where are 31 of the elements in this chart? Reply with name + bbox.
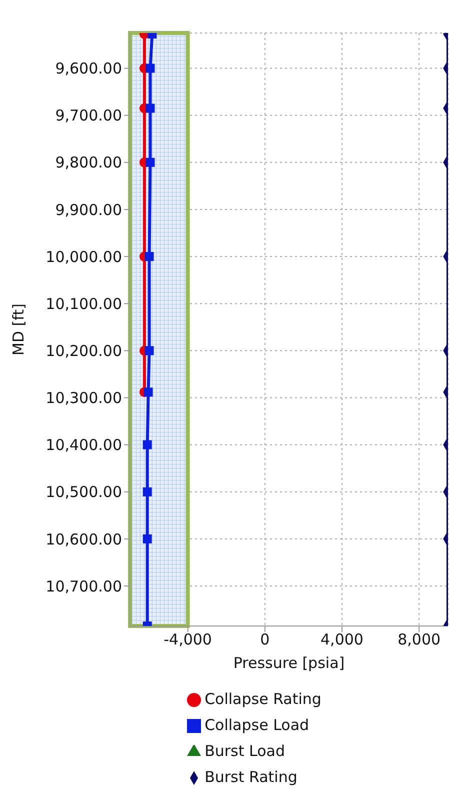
point bbox=[142, 534, 152, 544]
x-tick-label: 4,000 bbox=[320, 630, 364, 649]
point bbox=[142, 487, 152, 496]
y-axis-title: MD [ft] bbox=[9, 304, 28, 356]
x-tick-label: -4,000 bbox=[164, 630, 212, 649]
y-tick-label: 9,800.00 bbox=[55, 154, 122, 172]
y-tick-label: 10,100.00 bbox=[46, 294, 122, 313]
y-tick-label: 9,600.00 bbox=[55, 60, 122, 78]
y-tick-label: 10,200.00 bbox=[46, 342, 122, 360]
x-axis-title: Pressure [psia] bbox=[233, 654, 345, 672]
y-tick-label: 9,700.00 bbox=[55, 106, 122, 125]
legend-label: Collapse Rating bbox=[204, 690, 322, 708]
y-tick-label: 10,400.00 bbox=[46, 436, 122, 454]
y-tick-label: 10,700.00 bbox=[46, 577, 122, 596]
legend-label: Collapse Load bbox=[204, 716, 310, 734]
point bbox=[144, 346, 154, 356]
point bbox=[146, 158, 155, 167]
point bbox=[146, 104, 155, 113]
y-tick-label: 10,600.00 bbox=[46, 530, 122, 548]
y-tick-label: 10,500.00 bbox=[46, 483, 122, 502]
y-tick-label: 10,300.00 bbox=[46, 389, 122, 408]
point bbox=[144, 252, 154, 262]
y-tick-label: 10,000.00 bbox=[46, 248, 122, 266]
y-tick-label: 9,900.00 bbox=[55, 200, 122, 219]
x-tick-label: 8,000 bbox=[398, 630, 441, 649]
point bbox=[146, 64, 155, 73]
legend-label: Burst Rating bbox=[204, 768, 298, 786]
point bbox=[144, 388, 153, 397]
x-tick-label: 0 bbox=[260, 630, 270, 649]
point bbox=[142, 440, 152, 450]
legend-label: Burst Load bbox=[204, 742, 285, 760]
